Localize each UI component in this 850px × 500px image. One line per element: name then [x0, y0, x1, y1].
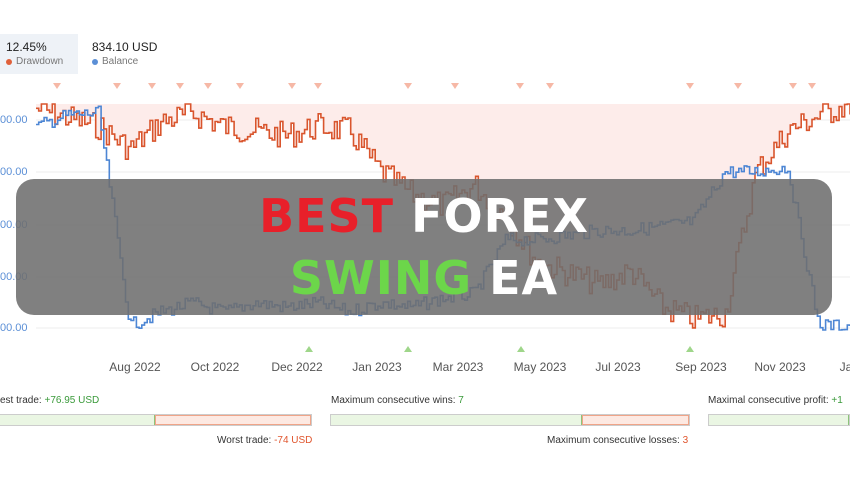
banner-word-best: BEST: [259, 189, 395, 243]
x-tick-label: Aug 2022: [109, 360, 161, 374]
sell-marker-icon: [686, 83, 694, 89]
sell-marker-icon: [314, 83, 322, 89]
sell-marker-icon: [404, 83, 412, 89]
banner-word-ea: EA: [489, 251, 559, 305]
buy-marker-icon: [305, 346, 313, 352]
drawdown-value: 12.45%: [6, 40, 47, 54]
consec-profit-bar-segment: [709, 415, 849, 425]
banner-line-2: SWING EA: [16, 251, 832, 305]
x-tick-label: Sep 2023: [675, 360, 727, 374]
sell-marker-icon: [808, 83, 816, 89]
sell-marker-icon: [204, 83, 212, 89]
legend-drawdown[interactable]: 12.45% Drawdown: [6, 40, 63, 67]
sell-marker-icon: [53, 83, 61, 89]
x-tick-label: Nov 2023: [754, 360, 806, 374]
max-consec-losses-stat: Maximum consecutive losses: 3: [547, 435, 688, 446]
sell-marker-icon: [288, 83, 296, 89]
sell-marker-icon: [113, 83, 121, 89]
balance-label: Balance: [102, 56, 139, 67]
worst-trade-bar-segment: [155, 415, 311, 425]
max-consec-wins-stat: Maximum consecutive wins: 7: [331, 395, 464, 406]
sell-marker-icon: [236, 83, 244, 89]
buy-marker-icon: [686, 346, 694, 352]
drawdown-label: Drawdown: [16, 56, 64, 67]
max-consec-profit-label: Maximal consecutive profit:: [708, 395, 829, 406]
sell-marker-icon: [546, 83, 554, 89]
x-tick-label: Jan 2023: [352, 360, 402, 374]
buy-marker-icon: [517, 346, 525, 352]
best-worst-trade-bar: [0, 414, 312, 426]
x-tick-label: Jul 2023: [595, 360, 641, 374]
best-trade-value: +76.95 USD: [44, 395, 100, 406]
x-tick-label: Dec 2022: [271, 360, 323, 374]
x-tick-label: Ja: [839, 360, 850, 374]
sell-marker-icon: [734, 83, 742, 89]
max-consec-losses-label: Maximum consecutive losses:: [547, 435, 680, 446]
banner-line-1: BEST FOREX: [16, 189, 832, 243]
y-tick-label: 00.00: [0, 166, 28, 178]
legend-box: [0, 34, 78, 74]
worst-trade-label: Worst trade:: [217, 435, 272, 446]
best-trade-label: est trade:: [0, 395, 42, 406]
sell-marker-icon: [451, 83, 459, 89]
banner-overlay: BEST FOREX SWING EA: [16, 179, 832, 315]
banner-word-swing: SWING: [289, 251, 473, 305]
max-consec-wins-value: 7: [458, 395, 464, 406]
sell-marker-icon: [516, 83, 524, 89]
sell-marker-icon: [176, 83, 184, 89]
banner-word-forex: FOREX: [411, 189, 589, 243]
y-tick-label: 00.00: [0, 114, 28, 126]
x-tick-label: Oct 2022: [190, 360, 240, 374]
max-consec-losses-value: 3: [682, 435, 689, 446]
balance-dot-icon: [92, 58, 98, 65]
worst-trade-stat: Worst trade: -74 USD: [217, 435, 312, 446]
sell-marker-icon: [789, 83, 797, 89]
max-consec-profit-value: +1: [831, 395, 843, 406]
deal-markers-top: [53, 83, 816, 89]
balance-value: 834.10 USD: [92, 40, 158, 54]
max-consec-wins-label: Maximum consecutive wins:: [331, 395, 456, 406]
drawdown-dot-icon: [6, 58, 12, 65]
worst-trade-value: -74 USD: [274, 435, 313, 446]
y-tick-label: 00.00: [0, 322, 28, 334]
sell-marker-icon: [148, 83, 156, 89]
consec-profit-bar: [708, 414, 850, 426]
wins-losses-bar: [330, 414, 690, 426]
x-tick-label: Mar 2023: [432, 360, 484, 374]
wins-bar-segment: [331, 415, 582, 425]
best-trade-bar-segment: [0, 415, 155, 425]
losses-bar-segment: [581, 415, 689, 425]
buy-marker-icon: [404, 346, 412, 352]
best-trade-stat: est trade: +76.95 USD: [0, 395, 99, 406]
deal-markers-bottom: [305, 346, 694, 352]
x-tick-label: May 2023: [513, 360, 567, 374]
max-consec-profit-stat: Maximal consecutive profit: +1: [708, 395, 843, 406]
legend-balance[interactable]: 834.10 USD Balance: [92, 40, 157, 67]
